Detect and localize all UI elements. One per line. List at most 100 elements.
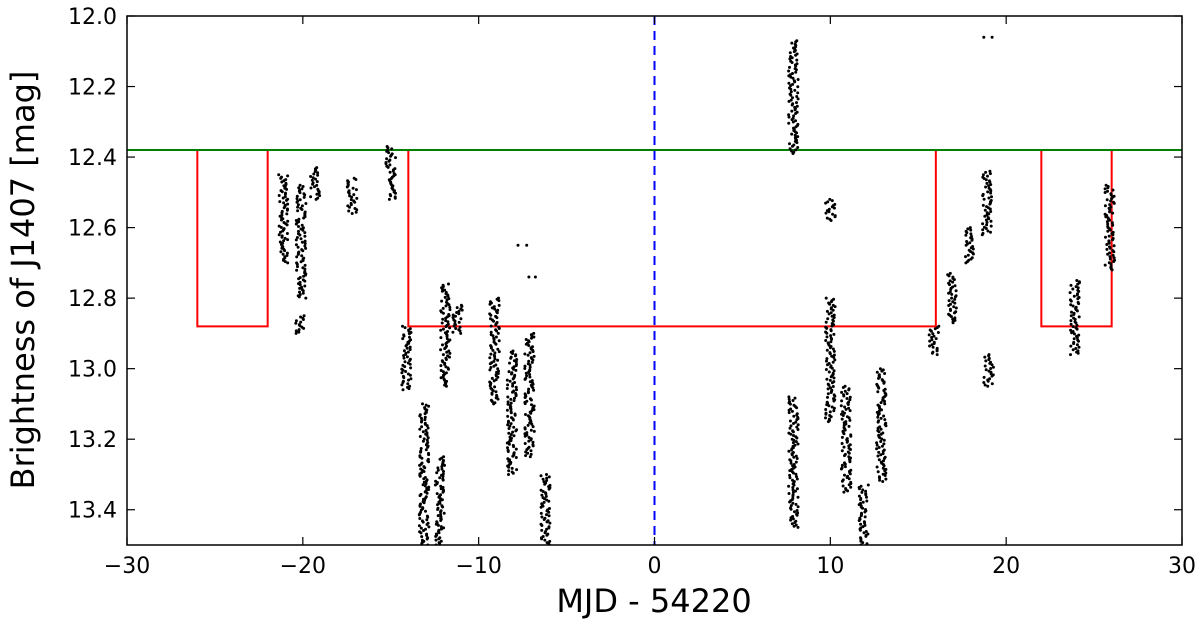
data-point — [295, 200, 299, 204]
data-point — [294, 321, 298, 325]
data-point — [795, 413, 799, 417]
data-point — [984, 218, 988, 222]
data-point — [930, 351, 934, 355]
data-point — [296, 209, 300, 213]
data-point — [438, 501, 442, 505]
data-point — [303, 244, 307, 248]
data-point — [849, 485, 853, 489]
data-point — [928, 344, 932, 348]
data-point — [883, 372, 887, 375]
data-point — [318, 194, 322, 198]
data-point — [542, 518, 546, 521]
data-point — [849, 448, 852, 451]
data-point — [795, 104, 799, 108]
data-cluster — [516, 243, 529, 247]
data-cluster — [787, 395, 800, 529]
data-point — [878, 367, 882, 371]
data-point — [1107, 241, 1111, 245]
data-point — [405, 346, 409, 350]
data-point — [857, 494, 861, 498]
data-point — [860, 490, 864, 494]
data-point — [859, 498, 863, 502]
data-point — [424, 509, 427, 513]
data-point — [1076, 297, 1080, 301]
data-point — [1103, 187, 1107, 191]
data-point — [831, 385, 835, 388]
data-point — [881, 480, 885, 483]
data-point — [794, 119, 797, 123]
data-point — [862, 531, 866, 535]
data-point — [794, 70, 798, 74]
data-point — [317, 191, 321, 195]
data-cluster — [927, 324, 941, 357]
x-axis-title: MJD - 54220 — [556, 582, 751, 620]
data-point — [511, 382, 515, 386]
data-point — [830, 366, 834, 370]
data-point — [793, 88, 797, 92]
data-point — [789, 87, 793, 91]
x-tick-label: −30 — [104, 554, 150, 579]
data-point — [964, 243, 968, 247]
data-point — [303, 234, 307, 238]
data-point — [303, 279, 307, 283]
data-point — [490, 392, 494, 396]
data-point — [285, 251, 289, 255]
data-point — [301, 249, 305, 253]
data-point — [1069, 319, 1073, 323]
data-point — [283, 192, 287, 196]
data-cluster — [875, 367, 888, 483]
data-point — [831, 319, 835, 323]
data-point — [840, 479, 844, 483]
data-point — [953, 301, 957, 305]
data-point — [539, 511, 543, 515]
data-point — [848, 409, 852, 413]
data-point — [991, 365, 995, 369]
data-point — [384, 162, 388, 166]
data-point — [790, 41, 794, 45]
data-point — [796, 423, 800, 427]
data-point — [845, 392, 849, 396]
data-point — [1073, 317, 1077, 321]
data-point — [437, 531, 441, 535]
data-cluster — [294, 314, 306, 335]
data-point — [794, 125, 798, 129]
data-point — [545, 520, 549, 524]
data-point — [840, 399, 844, 403]
data-point — [790, 61, 794, 64]
data-point — [505, 408, 509, 412]
data-point — [444, 304, 448, 308]
data-point — [407, 332, 411, 336]
data-point — [953, 311, 956, 315]
data-point — [796, 78, 800, 81]
data-point — [311, 182, 315, 186]
data-point — [792, 422, 795, 425]
data-point — [794, 420, 798, 424]
data-point — [492, 338, 496, 341]
data-point — [949, 309, 952, 312]
data-point — [791, 486, 795, 489]
data-point — [881, 452, 885, 456]
data-point — [882, 464, 886, 468]
data-point — [451, 313, 455, 317]
data-point — [445, 350, 449, 354]
data-point — [857, 519, 861, 522]
data-point — [989, 372, 993, 376]
data-point — [877, 386, 881, 390]
data-point — [1071, 325, 1075, 329]
data-point — [390, 147, 394, 151]
data-point — [418, 474, 422, 478]
data-point — [545, 473, 548, 476]
data-cluster — [294, 183, 308, 300]
data-point — [787, 449, 791, 453]
data-point — [830, 324, 834, 328]
data-point — [417, 524, 421, 528]
data-point — [506, 450, 510, 453]
data-point — [353, 200, 357, 204]
data-point — [497, 303, 501, 307]
x-tick-label: −20 — [280, 554, 326, 579]
data-point — [983, 214, 987, 218]
data-point — [527, 370, 531, 374]
data-point — [795, 141, 799, 145]
data-point — [528, 380, 532, 384]
data-point — [986, 174, 989, 178]
